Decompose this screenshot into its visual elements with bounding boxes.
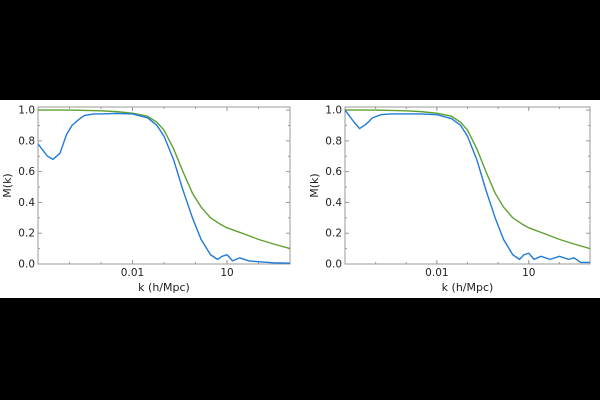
y-axis-title: M(k) (308, 173, 321, 197)
series-line-1 (38, 112, 290, 264)
y-tick-label: 0.8 (18, 135, 35, 147)
y-tick-label: 1.0 (325, 105, 342, 117)
y-tick-label: 0.4 (325, 197, 342, 209)
y-tick-label: 0.2 (325, 228, 342, 240)
series-line-2 (345, 109, 590, 250)
y-tick-label: 0.6 (18, 166, 35, 178)
x-axis-title: k (h/Mpc) (138, 281, 190, 294)
y-tick-label: 0.4 (18, 197, 35, 209)
y-axis-title: M(k) (1, 173, 14, 197)
y-tick-label: 0.6 (325, 166, 342, 178)
chart-panel-1: 0.0 0.2 0.4 0.6 0.8 1.0 0.01 10 k (h/Mpc) M(k) (1, 105, 291, 294)
series-line-1 (345, 109, 590, 264)
x-tick-label: 0.01 (425, 267, 448, 279)
figure: 0.0 0.2 0.4 0.6 0.8 1.0 0.01 10 k (h/Mpc) M(k) 0.0… (0, 100, 600, 298)
y-tick-label: 0.8 (325, 135, 342, 147)
chart-panel-2: 0.0 0.2 0.4 0.6 0.8 1.0 0.01 10 k (h/Mpc) M(k) (308, 105, 591, 294)
y-tick-label: 1.0 (18, 105, 35, 117)
y-tick-label: 0.0 (18, 259, 35, 271)
x-tick-label: 10 (220, 267, 233, 279)
series-line-2 (38, 109, 290, 250)
chart-panels: 0.00.20.40.60.81.00.01 10k (h/Mpc)M(k)0.0… (1, 105, 591, 294)
y-tick-label: 0.0 (325, 259, 342, 271)
y-tick-label: 0.2 (18, 228, 35, 240)
x-axis-title: k (h/Mpc) (442, 281, 494, 294)
x-tick-label: 0.01 (121, 267, 144, 279)
x-tick-label: 10 (522, 267, 535, 279)
